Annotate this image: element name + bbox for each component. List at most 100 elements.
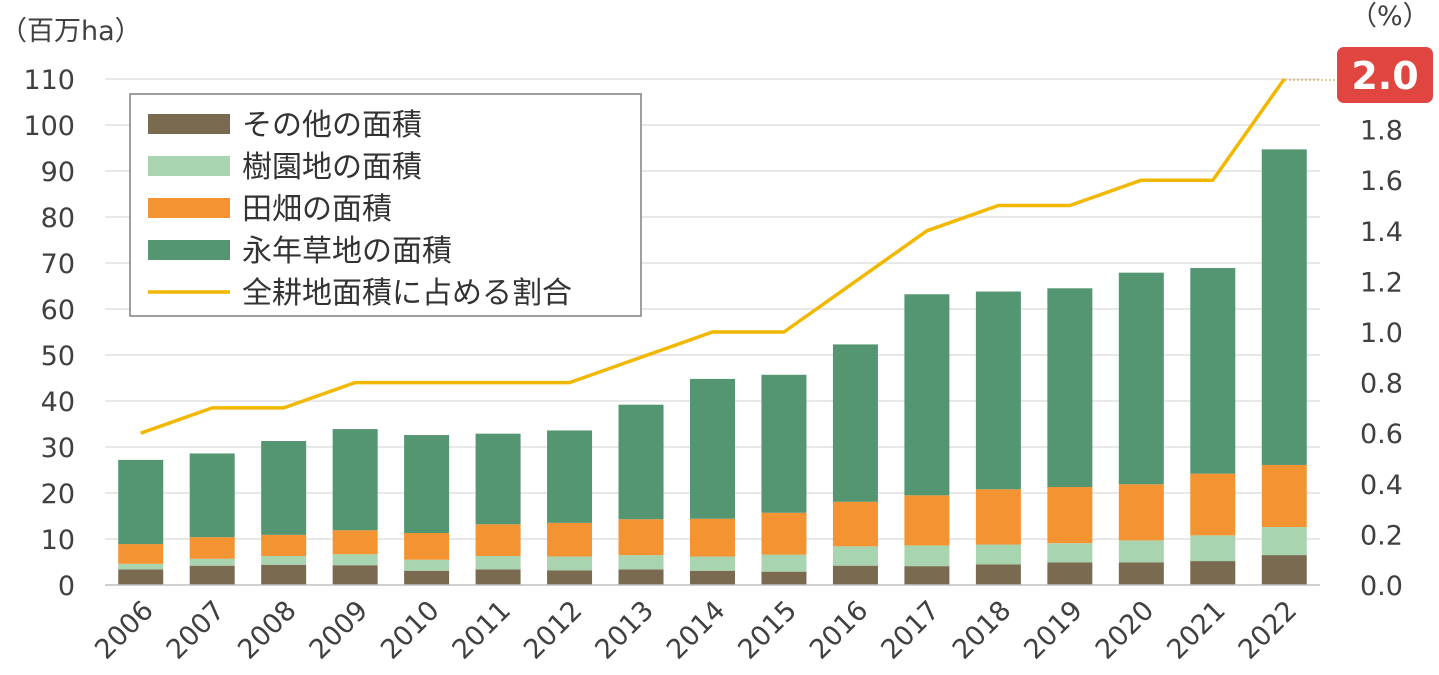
y-left-tick-label: 80 (41, 203, 75, 234)
bar-segment-2008-s0 (261, 564, 307, 585)
callout-badge: 2.0 (1285, 47, 1433, 103)
bar-segment-2012-s2 (547, 522, 593, 557)
y-left-tick-label: 110 (23, 65, 75, 96)
bar-segment-2019-s0 (1047, 562, 1093, 585)
legend-label: 田畑の面積 (242, 192, 392, 227)
y-left-tick-label: 20 (41, 479, 75, 510)
y-right-tick-label: 0.8 (1360, 369, 1403, 400)
bar-segment-2012-s0 (547, 570, 593, 585)
y-left-tick-label: 10 (41, 525, 75, 556)
x-tick-label: 2009 (304, 595, 375, 666)
bar-segment-2009-s2 (332, 530, 378, 555)
legend-label: 樹園地の面積 (242, 150, 422, 185)
bar-segment-2007-s0 (189, 565, 235, 585)
bar-segment-2021-s2 (1190, 473, 1236, 536)
x-tick-label: 2017 (875, 595, 946, 666)
y-right-tick-label: 0.4 (1360, 470, 1403, 501)
bar-segment-2017-s3 (904, 294, 950, 496)
bar-segment-2010-s0 (404, 570, 450, 585)
x-tick-label: 2011 (447, 595, 518, 666)
bar-segment-2008-s1 (261, 556, 307, 565)
y-left-tick-label: 100 (23, 111, 75, 142)
y-right-tick-label: 1.8 (1360, 116, 1403, 147)
x-tick-label: 2016 (804, 595, 875, 666)
bar-segment-2008-s3 (261, 441, 307, 535)
bar-segment-2007-s3 (189, 453, 235, 538)
bar-segment-2022-s2 (1261, 464, 1307, 528)
bar-segment-2020-s0 (1118, 562, 1164, 585)
callout-text: 2.0 (1351, 54, 1418, 98)
y-left-tick-label: 50 (41, 341, 75, 372)
x-tick-label: 2010 (375, 595, 446, 666)
x-tick-label: 2008 (232, 595, 303, 666)
bar-segment-2018-s2 (975, 489, 1021, 545)
bar-segment-2021-s0 (1190, 561, 1236, 585)
bar-segment-2016-s2 (832, 501, 878, 547)
bar-segment-2010-s3 (404, 435, 450, 534)
bar-segment-2019-s3 (1047, 288, 1093, 488)
legend-swatch (148, 198, 230, 218)
bar-segment-2017-s0 (904, 566, 950, 585)
x-tick-label: 2006 (89, 595, 160, 666)
y-left-tick-label: 40 (41, 387, 75, 418)
bar-segment-2022-s3 (1261, 149, 1307, 465)
bars (118, 149, 1307, 585)
bar-segment-2014-s2 (690, 518, 735, 557)
callout-box (1337, 47, 1433, 103)
x-tick-label: 2014 (661, 595, 732, 666)
bar-segment-2016-s0 (832, 565, 878, 585)
bar-segment-2011-s0 (475, 569, 521, 585)
bar-segment-2016-s1 (832, 546, 878, 566)
bar-segment-2013-s3 (618, 404, 664, 520)
bar-segment-2018-s3 (975, 291, 1021, 490)
bar-segment-2015-s3 (761, 374, 807, 513)
y-right-tick-label: 1.2 (1360, 267, 1403, 298)
bar-segment-2014-s1 (690, 556, 735, 571)
bar-segment-2010-s1 (404, 559, 450, 571)
bar-segment-2006-s2 (118, 544, 164, 564)
bar-segment-2011-s1 (475, 556, 521, 570)
bar-segment-2021-s3 (1190, 268, 1236, 474)
bar-segment-2014-s0 (690, 570, 735, 585)
bar-segment-2007-s2 (189, 537, 235, 559)
x-tick-label: 2022 (1233, 595, 1304, 666)
legend-swatch (148, 240, 230, 260)
bar-segment-2008-s2 (261, 534, 307, 557)
bar-segment-2017-s2 (904, 495, 950, 546)
legend-label: その他の面積 (242, 108, 422, 143)
legend-swatch (148, 114, 230, 134)
y-axis-right: 0.0 0.2 0.4 0.6 0.8 1.0 1.2 1.4 1.6 1.8 (1360, 116, 1403, 602)
y-right-tick-label: 1.4 (1360, 217, 1403, 248)
bar-segment-2006-s1 (118, 563, 164, 570)
bar-segment-2020-s1 (1118, 540, 1164, 563)
x-tick-label: 2015 (732, 595, 803, 666)
bar-segment-2006-s0 (118, 569, 164, 585)
y-right-tick-label: 1.0 (1360, 318, 1403, 349)
y-right-unit-label: （%） (1350, 1, 1430, 32)
bar-segment-2018-s0 (975, 564, 1021, 585)
bar-segment-2017-s1 (904, 545, 950, 567)
y-left-tick-label: 30 (41, 433, 75, 464)
bar-segment-2022-s1 (1261, 527, 1307, 556)
y-axis-left: 0 10 20 30 40 50 60 70 80 90 100 110 (23, 65, 75, 602)
bar-segment-2013-s1 (618, 555, 664, 570)
y-left-tick-label: 70 (41, 249, 75, 280)
x-tick-label: 2007 (161, 595, 232, 666)
x-axis-ticks: 2006 2007 2008 2009 2010 2011 2012 2013 2014 2015… (89, 595, 1303, 666)
x-tick-label: 2013 (589, 595, 660, 666)
bar-segment-2007-s1 (189, 558, 235, 566)
bar-segment-2012-s3 (547, 430, 593, 523)
bar-segment-2011-s2 (475, 524, 521, 557)
x-tick-label: 2020 (1090, 595, 1161, 666)
bar-segment-2013-s0 (618, 569, 664, 585)
y-left-tick-label: 90 (41, 157, 75, 188)
y-right-tick-label: 1.6 (1360, 166, 1403, 197)
y-left-tick-label: 0 (58, 571, 75, 602)
bar-segment-2009-s0 (332, 565, 378, 585)
ratio-line-path (140, 77, 1286, 435)
bar-segment-2011-s3 (475, 433, 521, 525)
x-tick-label: 2012 (518, 595, 589, 666)
x-tick-label: 2019 (1018, 595, 1089, 666)
